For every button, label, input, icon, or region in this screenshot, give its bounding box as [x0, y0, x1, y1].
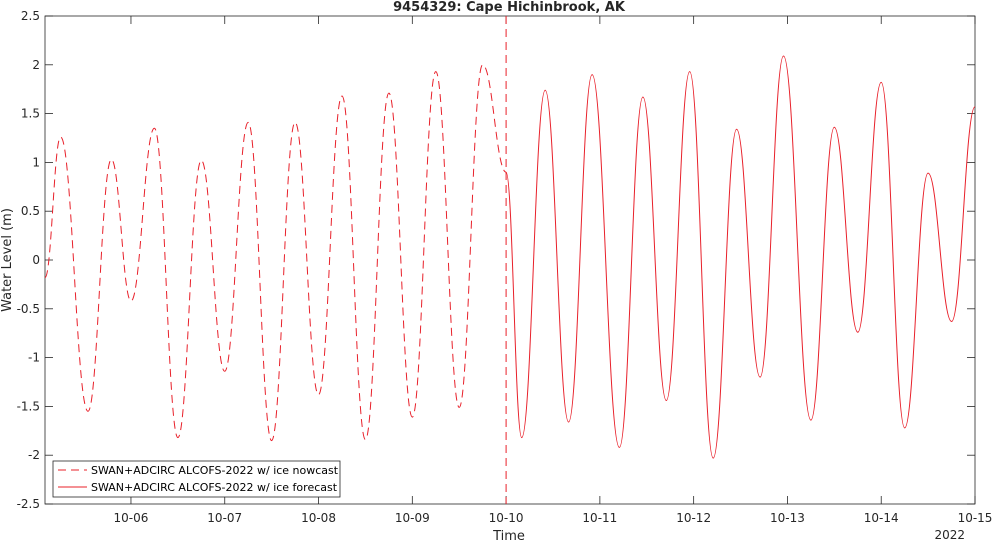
series-line-forecast — [505, 55, 976, 459]
y-tick-label: -1.5 — [17, 399, 40, 413]
series-layer — [44, 55, 976, 459]
y-tick-label: -2.5 — [17, 497, 40, 511]
y-tick-label: 0.5 — [21, 204, 40, 218]
y-tick-label: -0.5 — [17, 302, 40, 316]
legend: SWAN+ADCIRC ALCOFS-2022 w/ ice nowcast S… — [52, 460, 341, 498]
y-tick-label: 1 — [32, 155, 40, 169]
axis-ticks: -2.5 -2 -1.5 -1 -0.5 0 0.5 1 1.5 2 2.5 10-06 10-07 10… — [17, 9, 992, 525]
plot-area — [44, 15, 976, 505]
chart-title: 9454329: Cape Hichinbrook, AK — [393, 0, 626, 15]
x-tick-label: 10-06 — [114, 511, 149, 525]
x-tick-label: 10-07 — [207, 511, 242, 525]
x-tick-label: 10-09 — [395, 511, 430, 525]
x-tick-label: 10-12 — [676, 511, 711, 525]
x-tick-label: 10-15 — [958, 511, 992, 525]
y-tick-label: 2.5 — [21, 9, 40, 23]
y-tick-label: 1.5 — [21, 107, 40, 121]
y-axis-label: Water Level (m) — [0, 208, 15, 312]
series-line-nowcast — [44, 64, 507, 442]
x-tick-label: 10-14 — [864, 511, 899, 525]
x-tick-label: 10-08 — [301, 511, 336, 525]
legend-box — [52, 460, 341, 498]
y-tick-label: 2 — [32, 58, 40, 72]
x-axis-label: Time — [492, 529, 525, 541]
y-tick-label: -1 — [28, 351, 40, 365]
x-axis-year-label: 2022 — [934, 528, 965, 541]
x-tick-label: 10-13 — [770, 511, 805, 525]
x-tick-label: 10-10 — [489, 511, 524, 525]
legend-label-forecast: SWAN+ADCIRC ALCOFS-2022 w/ ice forecast — [91, 481, 338, 494]
y-tick-label: 0 — [32, 253, 40, 267]
y-tick-label: -2 — [28, 448, 40, 462]
x-tick-label: 10-11 — [582, 511, 617, 525]
legend-label-nowcast: SWAN+ADCIRC ALCOFS-2022 w/ ice nowcast — [91, 464, 339, 477]
